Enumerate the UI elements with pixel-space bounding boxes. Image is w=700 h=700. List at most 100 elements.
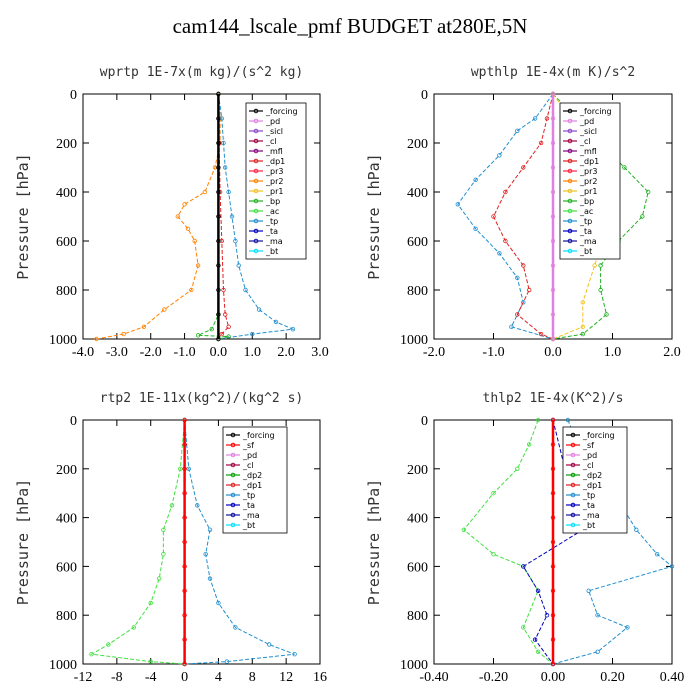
data-point <box>550 588 556 593</box>
legend-marker <box>230 492 236 498</box>
panel-title: wpthlp 1E-4x(m K)/s^2 <box>471 65 635 80</box>
legend-marker <box>253 208 259 214</box>
chart-panel-1: wprtp 1E-7x(m kg)/(s^2 kg) Pressure [hPa]… <box>14 65 329 360</box>
data-point <box>550 515 556 520</box>
y-tick-label: 400 <box>407 186 428 201</box>
legend-label: _ma <box>242 511 260 520</box>
x-tick-label: -4.0 <box>72 345 94 360</box>
legend-marker <box>230 442 236 448</box>
data-point <box>565 417 571 423</box>
legend-marker <box>570 452 576 458</box>
legend: _forcing_sf_pd_cl_dp2_dp1_tp_ta_ma_bt <box>222 426 288 534</box>
data-point <box>550 312 556 317</box>
legend-label: _dp2 <box>582 471 602 480</box>
data-point <box>182 417 187 423</box>
x-tick-label: 4 <box>215 670 222 685</box>
legend-marker <box>567 218 573 224</box>
legend-marker <box>570 522 576 528</box>
legend: _forcing_pd_sicl_cl_mfl_dp1_pr3_pr2_pr1_… <box>559 102 621 260</box>
data-point <box>219 331 224 337</box>
data-point <box>634 527 639 532</box>
legend-label: _pd <box>265 117 280 126</box>
legend-marker <box>253 178 259 184</box>
data-point <box>654 552 660 557</box>
legend-label: _sicl <box>579 127 597 136</box>
legend-marker <box>253 138 259 144</box>
y-tick-label: 1000 <box>400 333 428 348</box>
data-point <box>550 189 556 195</box>
data-point <box>503 189 508 195</box>
data-point <box>550 287 556 293</box>
series-line <box>184 419 295 665</box>
legend: _forcing_sf_pd_cl_dp2_dp1_tp_ta_ma_bt <box>562 426 628 534</box>
legend-marker <box>570 482 576 488</box>
legend-marker <box>567 138 573 144</box>
x-tick-label: 0.0 <box>210 345 228 360</box>
data-point <box>209 327 214 332</box>
data-point <box>141 324 147 329</box>
legend-marker <box>230 482 236 488</box>
data-point <box>216 336 221 342</box>
x-tick-label: 2.0 <box>663 345 681 360</box>
data-point <box>182 442 187 447</box>
data-point <box>550 442 556 447</box>
data-point <box>233 238 238 244</box>
data-point <box>89 652 94 657</box>
legend-marker <box>567 248 573 254</box>
data-point <box>243 287 248 293</box>
legend-marker <box>230 502 236 508</box>
data-point <box>216 287 221 293</box>
data-point <box>550 91 556 97</box>
x-tick-label: -1.0 <box>173 345 195 360</box>
series-line <box>463 419 554 665</box>
data-point <box>195 333 201 338</box>
panel-title: thlp2 1E-4x(K^2)/s <box>483 391 624 406</box>
data-point <box>236 263 241 268</box>
data-point <box>216 600 221 606</box>
legend-label: _cl <box>242 461 254 470</box>
x-tick-label: 2.0 <box>277 345 295 360</box>
data-point <box>521 564 526 569</box>
legend-marker <box>230 452 236 458</box>
data-point <box>162 307 167 312</box>
legend-label: _pd <box>242 451 257 460</box>
data-point <box>532 637 538 642</box>
x-tick-label: 16 <box>313 670 327 685</box>
y-tick-label: 0 <box>421 88 428 103</box>
data-point <box>178 466 183 471</box>
legend-marker <box>253 118 259 124</box>
data-point <box>186 466 191 471</box>
data-point <box>216 214 221 219</box>
legend-marker <box>253 148 259 154</box>
data-point <box>527 442 532 447</box>
data-point <box>207 527 213 532</box>
legend-label: _forcing <box>582 431 615 440</box>
data-point <box>550 661 556 667</box>
data-point <box>515 128 520 133</box>
data-point <box>544 116 550 121</box>
data-point <box>491 214 496 219</box>
x-tick-label: 1.0 <box>604 345 622 360</box>
data-point <box>216 165 221 170</box>
data-point <box>216 238 221 244</box>
data-point <box>550 466 556 471</box>
data-point <box>625 625 630 630</box>
data-point <box>532 116 538 121</box>
x-tick-label: -0.40 <box>419 670 448 685</box>
data-point <box>646 189 651 195</box>
data-point <box>535 588 541 593</box>
legend-label: _sf <box>582 441 594 450</box>
data-point <box>131 625 136 630</box>
y-tick-label: 800 <box>56 609 77 624</box>
data-point <box>509 324 514 329</box>
y-axis-label: Pressure [hPa] <box>14 479 32 605</box>
data-point <box>521 300 526 305</box>
legend-marker <box>253 228 259 234</box>
data-point <box>216 312 221 317</box>
x-tick-label: -4 <box>145 670 157 685</box>
x-tick-label: 0.0 <box>544 345 562 360</box>
legend-label: _sicl <box>265 127 283 136</box>
x-tick-label: -8 <box>111 670 123 685</box>
legend-marker <box>567 188 573 194</box>
legend-label: _sf <box>242 441 254 450</box>
